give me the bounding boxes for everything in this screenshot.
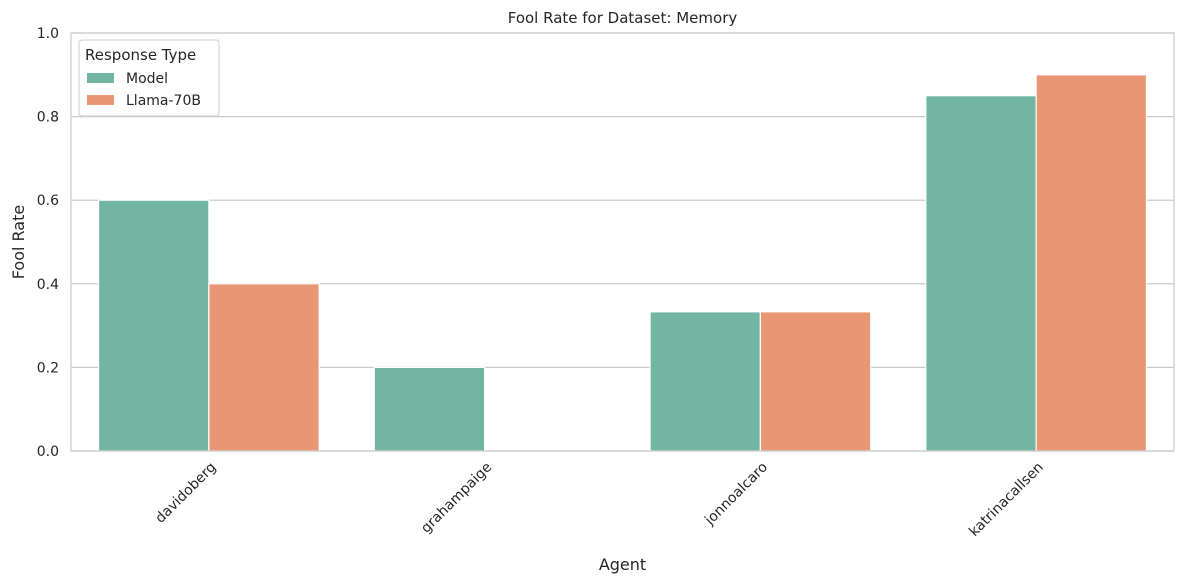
legend-title: Response Type — [85, 46, 196, 64]
legend: Response Type Model Llama-70B — [78, 39, 220, 117]
y-tick-label: 0.4 — [37, 277, 59, 293]
x-tick-label: davidoberg — [152, 459, 219, 526]
y-axis-title: Fool Rate — [9, 205, 28, 279]
x-tick-label: jonnoalcaro — [701, 459, 771, 529]
x-tick-labels: davidoberg grahampaige jonnoalcaro katrinac… — [152, 459, 1046, 540]
legend-items: Model Llama-70B — [87, 71, 201, 109]
bar-llama-70b-katrinacallsen — [1035, 74, 1148, 452]
bar-llama-70b-jonnoalcaro — [759, 311, 872, 452]
y-tick-labels: 0.0 0.2 0.4 0.6 0.8 1.0 — [37, 26, 59, 460]
x-axis-title: Agent — [599, 555, 646, 574]
legend-label: Llama-70B — [126, 93, 201, 109]
bars — [97, 74, 1148, 452]
bar-model-jonnoalcaro — [649, 311, 761, 452]
y-tick-label: 0.2 — [37, 360, 59, 376]
x-tick-label: grahampaige — [418, 459, 495, 536]
legend-label: Model — [126, 71, 168, 87]
y-tick-label: 0.0 — [37, 444, 59, 460]
y-tick-label: 1.0 — [37, 26, 59, 42]
y-tick-label: 0.6 — [37, 193, 59, 209]
bar-model-grahampaige — [373, 366, 486, 452]
chart-title: Fool Rate for Dataset: Memory — [508, 9, 738, 27]
plot-frame — [70, 32, 1175, 452]
legend-swatch — [87, 95, 114, 105]
x-tick-label: katrinacallsen — [966, 459, 1047, 540]
bar-llama-70b-davidoberg — [208, 283, 320, 452]
bar-model-katrinacallsen — [925, 95, 1037, 452]
y-tick-label: 0.8 — [37, 110, 59, 126]
bar-model-davidoberg — [97, 199, 210, 452]
legend-swatch — [87, 73, 114, 83]
